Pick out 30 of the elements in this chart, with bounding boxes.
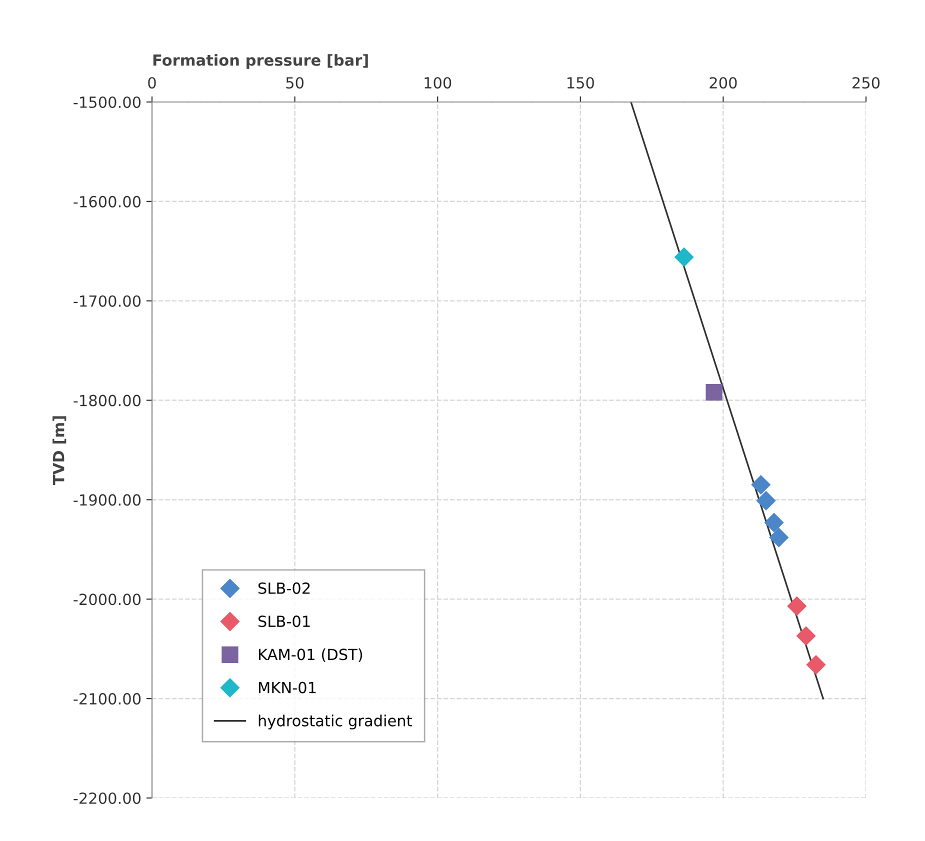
legend-label: hydrostatic gradient [258, 714, 412, 730]
x-tick-label: 0 [148, 77, 156, 89]
point [756, 491, 776, 510]
x-axis-title: Formation pressure [bar] [153, 54, 368, 69]
legend-label: MKN-01 [258, 682, 316, 694]
point [796, 626, 816, 646]
y-tick-label: -2100.00 [74, 693, 141, 705]
point [787, 596, 806, 616]
y-tick-label: -1500.00 [74, 96, 141, 108]
point [764, 513, 784, 532]
x-tick-label: 150 [567, 77, 594, 89]
point [706, 384, 722, 401]
legend-label: SLB-01 [258, 616, 310, 628]
x-tick-label: 250 [852, 77, 880, 89]
legend-label: SLB-02 [258, 582, 310, 594]
y-tick-label: -1800.00 [74, 394, 141, 406]
legend-label: KAM-01 (DST) [258, 648, 362, 662]
y-tick-label: -2200.00 [74, 792, 141, 804]
y-axis-title: TVD [m] [52, 416, 66, 485]
point [674, 248, 694, 267]
y-tick-label: -2000.00 [74, 594, 141, 606]
point [806, 655, 826, 674]
y-tick-label: -1600.00 [74, 196, 141, 208]
point [751, 475, 770, 494]
x-tick-label: 50 [286, 77, 304, 89]
point [769, 528, 788, 548]
y-tick-label: -1900.00 [74, 494, 141, 506]
y-tick-label: -1700.00 [74, 295, 141, 307]
x-tick-label: 100 [424, 77, 452, 89]
x-tick-label: 200 [710, 77, 737, 89]
